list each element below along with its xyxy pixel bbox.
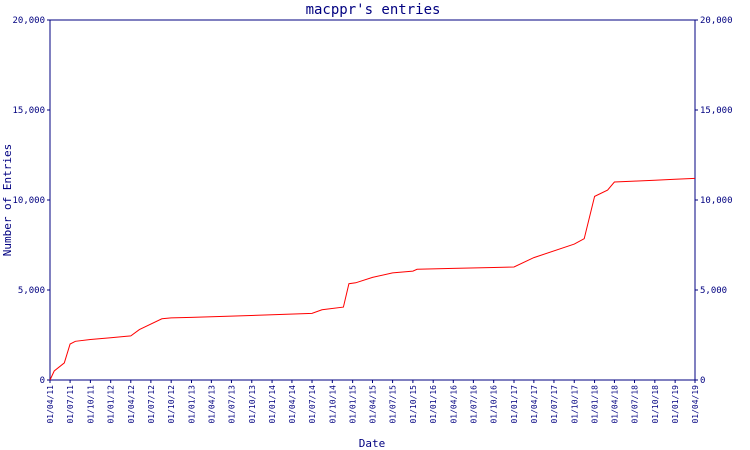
x-tick-label: 01/10/11	[86, 385, 95, 424]
x-tick-label: 01/07/16	[469, 385, 478, 424]
x-tick-label: 01/04/12	[127, 385, 136, 424]
x-tick-label: 01/04/15	[369, 385, 378, 424]
y-axis-left: 0 5,000 10,000 15,000 20,000	[12, 16, 50, 386]
x-tick-label: 01/04/17	[530, 385, 539, 424]
x-tick-label: 01/07/13	[227, 385, 236, 424]
y-axis-right: 0 5,000 10,000 15,000 20,000	[695, 16, 733, 386]
x-tick-label: 01/01/16	[429, 385, 438, 424]
y-tick-label-right: 0	[700, 376, 705, 386]
x-tick-label: 01/04/11	[46, 385, 55, 424]
series-layer	[49, 177, 696, 381]
x-tick-label: 01/07/15	[389, 385, 398, 424]
y-tick-label-right: 10,000	[700, 196, 733, 206]
x-axis: 01/04/11 01/07/11 01/10/11 01/01/12 01/04/12…	[46, 380, 700, 424]
x-tick-label: 01/07/12	[147, 385, 156, 424]
x-tick-label: 01/04/14	[288, 385, 297, 424]
x-tick-label: 01/01/19	[671, 385, 680, 424]
y-tick-label-right: 15,000	[700, 106, 733, 116]
y-axis-title: Number of Entries	[1, 144, 14, 257]
x-tick-label: 01/07/17	[550, 385, 559, 424]
x-tick-label: 01/10/14	[328, 385, 337, 424]
x-tick-label: 01/04/18	[610, 385, 619, 424]
y-tick-label-left: 15,000	[12, 106, 45, 116]
y-tick-label-left: 20,000	[12, 16, 45, 26]
x-tick-label: 01/01/15	[349, 385, 358, 424]
x-tick-label: 01/01/14	[268, 385, 277, 424]
x-tick-label: 01/10/13	[248, 385, 257, 424]
x-tick-label: 01/01/12	[107, 385, 116, 424]
x-tick-label: 01/10/16	[490, 385, 499, 424]
x-tick-label: 01/10/12	[167, 385, 176, 424]
x-tick-label: 01/04/19	[691, 385, 700, 424]
y-tick-label-left: 0	[40, 376, 45, 386]
x-tick-label: 01/04/13	[207, 385, 216, 424]
x-tick-label: 01/01/13	[187, 385, 196, 424]
y-tick-label-left: 5,000	[18, 286, 45, 296]
x-tick-label: 01/07/18	[631, 385, 640, 424]
x-tick-label: 01/07/14	[308, 385, 317, 424]
x-tick-label: 01/07/11	[66, 385, 75, 424]
series-line	[49, 177, 696, 381]
x-tick-label: 01/01/18	[591, 385, 600, 424]
y-tick-label-left: 10,000	[12, 196, 45, 206]
x-tick-label: 01/10/18	[651, 385, 660, 424]
y-tick-label-right: 5,000	[700, 286, 727, 296]
x-tick-label: 01/01/17	[510, 385, 519, 424]
chart-title: macppr's entries	[306, 2, 441, 18]
x-axis-title: Date	[359, 437, 386, 450]
y-tick-label-right: 20,000	[700, 16, 733, 26]
x-tick-label: 01/04/16	[449, 385, 458, 424]
x-tick-label: 01/10/17	[570, 385, 579, 424]
x-tick-label: 01/10/15	[409, 385, 418, 424]
